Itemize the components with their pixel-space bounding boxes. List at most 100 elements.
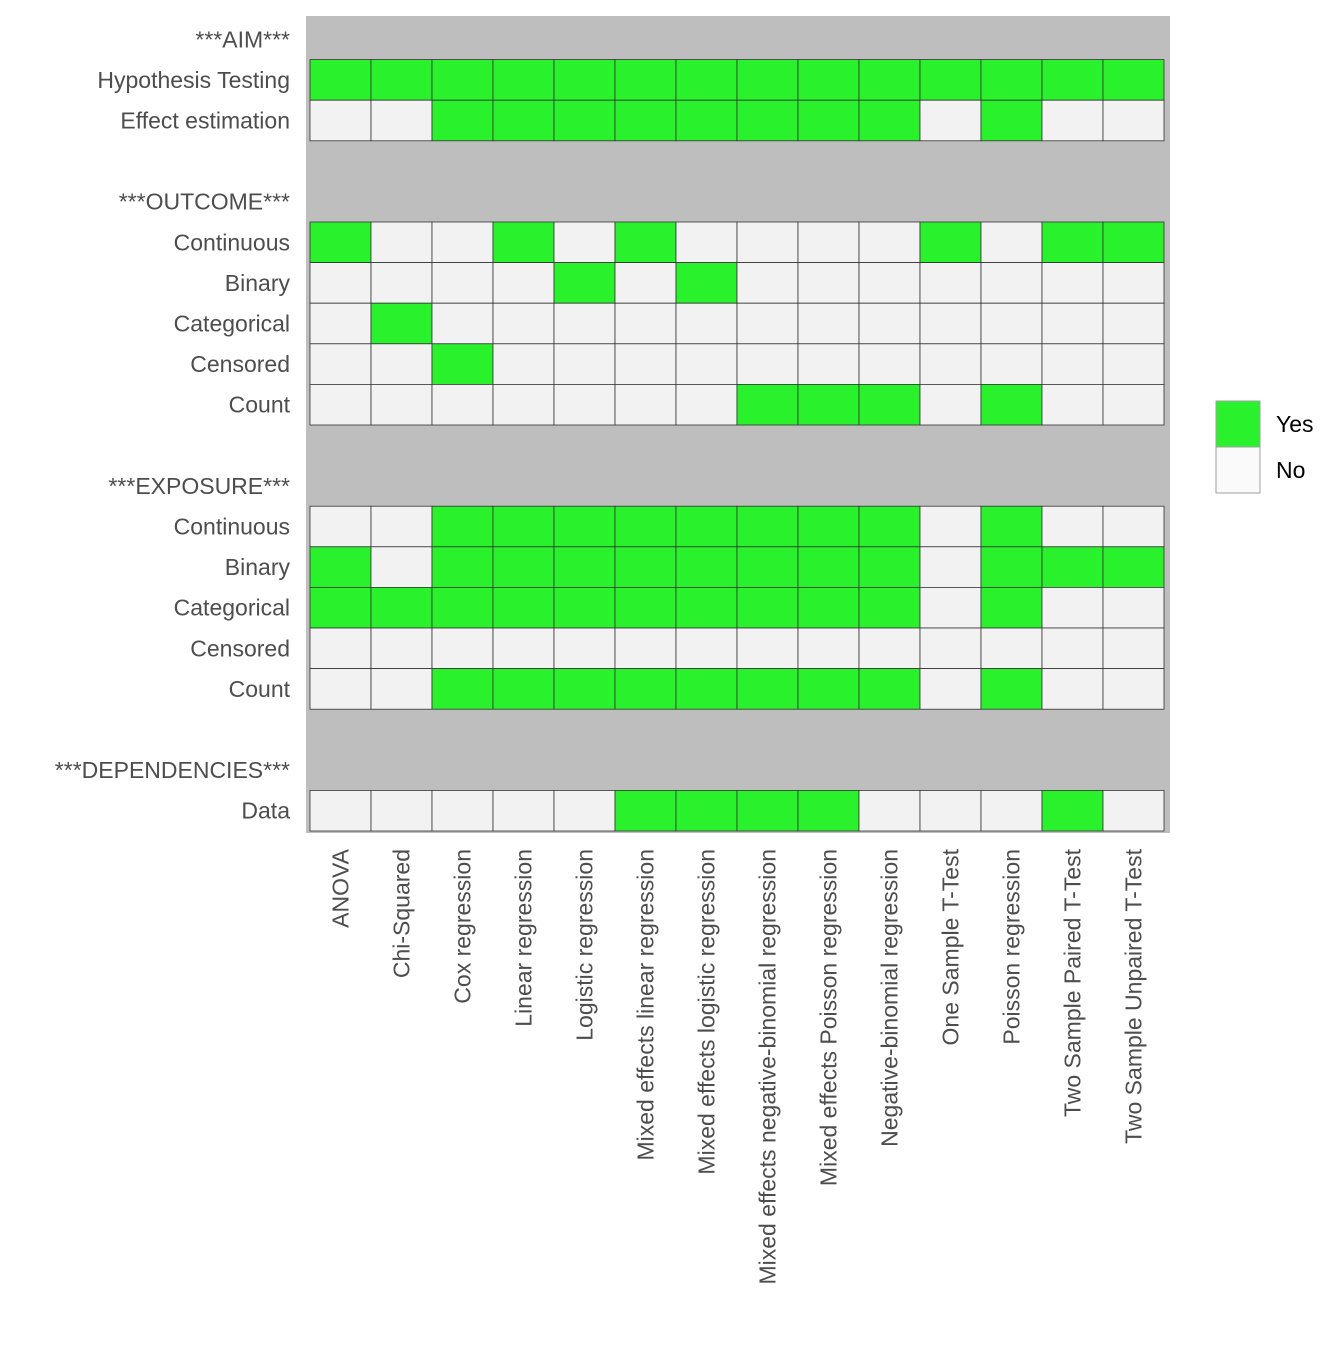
heatmap-cell-censored-one-sample-t-test-no	[919, 627, 982, 669]
heatmap-cell-censored-poisson-regression-no	[980, 627, 1043, 669]
column-label-mixed-effects-logistic-regression: Mixed effects logistic regression	[694, 849, 720, 1175]
heatmap-cell-censored-cox-regression-yes	[431, 343, 494, 385]
heatmap-cell-continuous-two-sample-paired-t-test-no	[1041, 505, 1104, 548]
heatmap-cell-censored-mixed-effects-negative-binomial-regression-no	[736, 627, 799, 669]
heatmap-cell-binary-poisson-regression-yes	[980, 546, 1043, 588]
heatmap-cell-hypothesis-testing-two-sample-unpaired-t-test-yes	[1102, 59, 1165, 101]
heatmap-cell-categorical-one-sample-t-test-no	[919, 302, 982, 345]
heatmap-cell-data-cox-regression-no	[431, 790, 494, 832]
heatmap-cell-hypothesis-testing-poisson-regression-yes	[980, 59, 1043, 101]
heatmap-cell-categorical-logistic-regression-yes	[553, 587, 616, 629]
heatmap-cell-hypothesis-testing-mixed-effects-logistic-regression-yes	[675, 59, 738, 101]
section-header-label: ***OUTCOME***	[119, 189, 290, 215]
heatmap-cell-count-mixed-effects-linear-regression-no	[614, 383, 677, 426]
column-label-linear-regression: Linear regression	[511, 849, 537, 1027]
heatmap-cell-censored-negative-binomial-regression-no	[858, 343, 921, 385]
heatmap-cell-binary-anova-yes	[309, 546, 372, 588]
column-label-mixed-effects-negative-binomial-regression: Mixed effects negative-binomial regressi…	[755, 849, 781, 1285]
column-label-poisson-regression: Poisson regression	[999, 849, 1025, 1045]
column-label-chi-squared: Chi-Squared	[389, 849, 415, 978]
heatmap-cell-effect-estimation-mixed-effects-poisson-regression-yes	[797, 99, 860, 142]
legend: Yes No	[1215, 400, 1314, 494]
heatmap-cell-categorical-mixed-effects-linear-regression-no	[614, 302, 677, 345]
heatmap-cell-censored-mixed-effects-logistic-regression-no	[675, 627, 738, 669]
heatmap-cell-data-anova-no	[309, 790, 372, 832]
row-label: Censored	[190, 351, 290, 377]
heatmap-cell-categorical-linear-regression-yes	[492, 587, 555, 629]
heatmap-cell-count-mixed-effects-negative-binomial-regression-yes	[736, 668, 799, 710]
heatmap-cell-categorical-two-sample-paired-t-test-no	[1041, 302, 1104, 345]
column-label-mixed-effects-linear-regression: Mixed effects linear regression	[633, 849, 659, 1161]
heatmap-cell-categorical-poisson-regression-no	[980, 302, 1043, 345]
heatmap-cell-count-logistic-regression-yes	[553, 668, 616, 710]
heatmap-cell-hypothesis-testing-one-sample-t-test-yes	[919, 59, 982, 101]
heatmap-cell-count-mixed-effects-logistic-regression-no	[675, 383, 738, 426]
heatmap-cell-count-mixed-effects-poisson-regression-yes	[797, 668, 860, 710]
heatmap-cell-continuous-two-sample-unpaired-t-test-no	[1102, 505, 1165, 548]
heatmap-cell-binary-mixed-effects-negative-binomial-regression-no	[736, 262, 799, 304]
heatmap-cell-count-anova-no	[309, 383, 372, 426]
column-labels: ANOVA Chi-Squared Cox regression Linear reg…	[328, 848, 1147, 1284]
heatmap-cell-continuous-mixed-effects-poisson-regression-yes	[797, 505, 860, 548]
heatmap-cell-continuous-cox-regression-yes	[431, 505, 494, 548]
heatmap-cell-binary-chi-squared-no	[370, 262, 433, 304]
heatmap-cell-continuous-mixed-effects-linear-regression-yes	[614, 221, 677, 263]
heatmap-cell-censored-mixed-effects-negative-binomial-regression-no	[736, 343, 799, 385]
heatmap-cell-continuous-logistic-regression-no	[553, 221, 616, 263]
heatmap-cell-count-chi-squared-no	[370, 383, 433, 426]
heatmap-cell-binary-mixed-effects-poisson-regression-no	[797, 262, 860, 304]
heatmap-cell-continuous-poisson-regression-no	[980, 221, 1043, 263]
heatmap-cell-count-cox-regression-no	[431, 383, 494, 426]
heatmap-cell-continuous-mixed-effects-logistic-regression-no	[675, 221, 738, 263]
heatmap-cell-censored-logistic-regression-no	[553, 343, 616, 385]
heatmap-cell-censored-logistic-regression-no	[553, 627, 616, 669]
heatmap-cell-continuous-mixed-effects-linear-regression-yes	[614, 505, 677, 548]
heatmap-cell-binary-one-sample-t-test-no	[919, 546, 982, 588]
heatmap-cell-data-chi-squared-no	[370, 790, 433, 832]
row-label: Hypothesis Testing	[97, 67, 290, 93]
heatmap-cell-effect-estimation-poisson-regression-yes	[980, 99, 1043, 142]
heatmap-cell-categorical-one-sample-t-test-no	[919, 587, 982, 629]
column-label-two-sample-paired-t-test: Two Sample Paired T-Test	[1060, 848, 1086, 1117]
heatmap-cell-categorical-cox-regression-yes	[431, 587, 494, 629]
heatmap-cell-categorical-mixed-effects-poisson-regression-yes	[797, 587, 860, 629]
row-label: Count	[229, 676, 291, 702]
heatmap-cell-binary-two-sample-unpaired-t-test-yes	[1102, 546, 1165, 588]
row-labels: ***AIM*** Hypothesis Testing Effect estima…	[55, 26, 291, 823]
heatmap-cell-binary-logistic-regression-yes	[553, 262, 616, 304]
heatmap-cell-categorical-cox-regression-no	[431, 302, 494, 345]
row-label: Binary	[225, 270, 291, 296]
heatmap-cell-data-mixed-effects-linear-regression-yes	[614, 790, 677, 832]
heatmap-cell-continuous-mixed-effects-negative-binomial-regression-yes	[736, 505, 799, 548]
column-label-cox-regression: Cox regression	[450, 849, 476, 1004]
heatmap-cell-effect-estimation-logistic-regression-yes	[553, 99, 616, 142]
heatmap-cell-data-mixed-effects-logistic-regression-yes	[675, 790, 738, 832]
heatmap-cell-count-two-sample-unpaired-t-test-no	[1102, 383, 1165, 426]
heatmap-cell-continuous-anova-no	[309, 505, 372, 548]
heatmap-cell-effect-estimation-negative-binomial-regression-yes	[858, 99, 921, 142]
heatmap-cell-categorical-mixed-effects-poisson-regression-no	[797, 302, 860, 345]
heatmap-cell-categorical-negative-binomial-regression-no	[858, 302, 921, 345]
heatmap-cell-continuous-negative-binomial-regression-no	[858, 221, 921, 263]
heatmap-cell-data-negative-binomial-regression-no	[858, 790, 921, 832]
heatmap-cell-censored-negative-binomial-regression-no	[858, 627, 921, 669]
heatmap-cell-data-mixed-effects-poisson-regression-yes	[797, 790, 860, 832]
heatmap-cell-data-logistic-regression-no	[553, 790, 616, 832]
heatmap-cell-hypothesis-testing-cox-regression-yes	[431, 59, 494, 101]
heatmap-cell-count-negative-binomial-regression-yes	[858, 383, 921, 426]
heatmap-cell-binary-mixed-effects-logistic-regression-yes	[675, 546, 738, 588]
heatmap-cell-hypothesis-testing-mixed-effects-negative-binomial-regression-yes	[736, 59, 799, 101]
heatmap-cell-censored-poisson-regression-no	[980, 343, 1043, 385]
heatmap-cell-data-linear-regression-no	[492, 790, 555, 832]
heatmap-cell-binary-cox-regression-yes	[431, 546, 494, 588]
column-label-two-sample-unpaired-t-test: Two Sample Unpaired T-Test	[1121, 848, 1147, 1143]
heatmap-cell-hypothesis-testing-chi-squared-yes	[370, 59, 433, 101]
heatmap-cell-categorical-negative-binomial-regression-yes	[858, 587, 921, 629]
row-label: Continuous	[174, 514, 290, 540]
heatmap-cell-censored-two-sample-paired-t-test-no	[1041, 627, 1104, 669]
legend-swatch-yes	[1215, 400, 1261, 448]
column-label-mixed-effects-poisson-regression: Mixed effects Poisson regression	[816, 849, 842, 1186]
heatmap-cell-count-one-sample-t-test-no	[919, 383, 982, 426]
heatmap-cell-count-two-sample-paired-t-test-no	[1041, 668, 1104, 710]
heatmap-cell-count-poisson-regression-yes	[980, 668, 1043, 710]
